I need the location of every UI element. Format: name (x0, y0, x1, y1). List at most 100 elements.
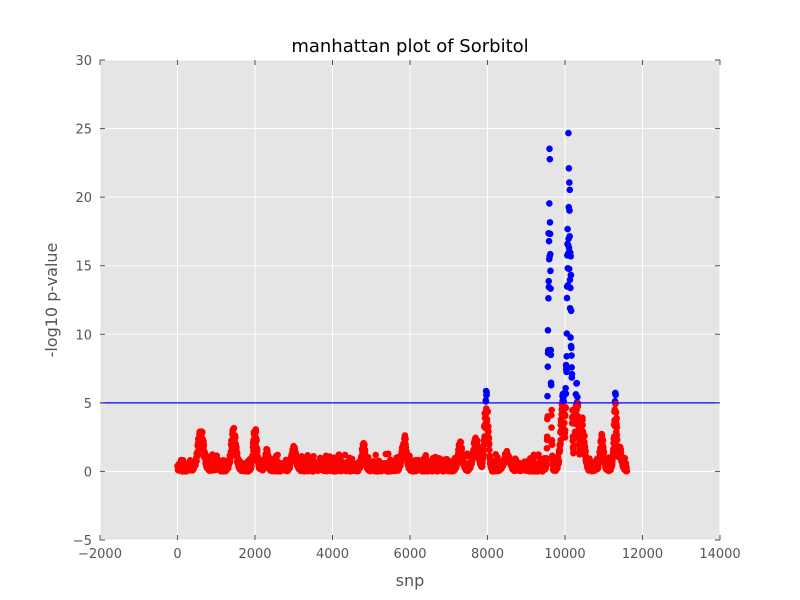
snp-point (561, 426, 569, 434)
snp-point (546, 250, 554, 258)
snp-point (582, 448, 589, 455)
snp-point (372, 451, 380, 459)
snp-point (482, 398, 490, 405)
y-tick-label: −5 (73, 534, 92, 549)
snp-point (563, 363, 570, 370)
axis-ticks (99, 59, 721, 541)
x-tick-label: 14000 (699, 547, 740, 562)
snp-point (200, 441, 208, 449)
snp-point (422, 452, 430, 460)
y-tick-label: 30 (75, 54, 92, 69)
chart-title: manhattan plot of Sorbitol (291, 36, 528, 57)
snp-point (548, 406, 555, 414)
snp-point (547, 267, 554, 275)
snp-point (568, 370, 576, 378)
snp-point (621, 454, 629, 462)
snp-point (252, 428, 260, 436)
snp-point (561, 419, 568, 427)
snp-point (612, 391, 619, 399)
snp-point (485, 440, 493, 448)
snp-point (566, 207, 573, 214)
x-axis-title: snp (396, 571, 425, 590)
snp-point (543, 456, 551, 463)
snp-point (232, 434, 239, 441)
snp-point (561, 434, 569, 441)
snp-point (564, 225, 571, 233)
snp-point (547, 381, 555, 389)
x-tick-label: −2000 (78, 547, 122, 562)
snp-point (193, 457, 200, 465)
x-tick-label: 10000 (544, 547, 585, 562)
snp-point (274, 451, 281, 459)
snp-point (586, 455, 593, 463)
snp-point (556, 446, 564, 454)
snp-point (253, 437, 260, 444)
snp-point (361, 446, 369, 454)
snp-point (473, 437, 481, 444)
snp-point (543, 461, 550, 469)
snp-point (562, 390, 570, 397)
snp-point (567, 284, 574, 292)
snp-point (568, 352, 575, 359)
snp-point (199, 428, 206, 436)
snp-point (623, 467, 631, 475)
snp-point (483, 416, 491, 423)
snp-point (310, 452, 317, 460)
y-tick-labels: −5 0 5 10 15 20 25 30 (73, 54, 92, 549)
snp-point (563, 368, 570, 376)
snp-point (567, 271, 575, 279)
snp-point (581, 432, 588, 440)
data-points (174, 129, 631, 475)
snp-point (570, 448, 578, 456)
x-tick-label: 0 (173, 547, 181, 562)
snp-point (579, 421, 586, 429)
snp-point (567, 307, 575, 315)
snp-point (573, 379, 581, 387)
snp-point (562, 384, 569, 392)
x-tick-label: 12000 (622, 547, 663, 562)
snp-point (543, 444, 551, 452)
snp-point (612, 409, 620, 416)
snp-point (565, 165, 573, 172)
snp-point (613, 436, 621, 444)
snp-point (566, 233, 573, 240)
snp-point (486, 446, 493, 454)
x-tick-label: 2000 (238, 547, 271, 562)
snp-point (566, 179, 573, 186)
snp-point (547, 351, 555, 359)
snp-point (546, 219, 554, 226)
snp-point (485, 434, 493, 442)
snp-point (567, 334, 574, 341)
y-tick-label: 25 (75, 123, 92, 138)
snp-point (565, 265, 573, 273)
snp-point (579, 416, 586, 424)
snp-point (484, 422, 492, 430)
snp-point (568, 344, 575, 352)
snp-point (547, 346, 555, 354)
snp-point (613, 424, 621, 431)
snp-point (548, 411, 555, 419)
snp-point (365, 454, 372, 461)
snp-point (402, 435, 409, 443)
snp-point (565, 129, 572, 137)
snp-point (544, 363, 552, 371)
snp-point (544, 392, 551, 400)
snp-point (546, 230, 554, 238)
x-tick-label: 6000 (393, 547, 426, 562)
snp-point (562, 412, 569, 420)
snp-point (555, 457, 563, 465)
snp-point (570, 442, 578, 450)
snp-point (546, 155, 554, 163)
snp-point (546, 145, 553, 153)
snp-point (568, 364, 575, 371)
snp-point (458, 445, 466, 453)
snp-point (483, 391, 491, 399)
x-tick-label: 8000 (471, 547, 504, 562)
y-tick-label: 15 (75, 260, 92, 275)
snp-point (385, 450, 392, 458)
y-tick-label: 10 (75, 328, 92, 343)
y-axis-title: -log10 p-value (42, 243, 61, 358)
snp-point (600, 448, 608, 456)
x-tick-labels: −2000 0 2000 4000 6000 8000 10000 12000 14000 (78, 547, 741, 562)
